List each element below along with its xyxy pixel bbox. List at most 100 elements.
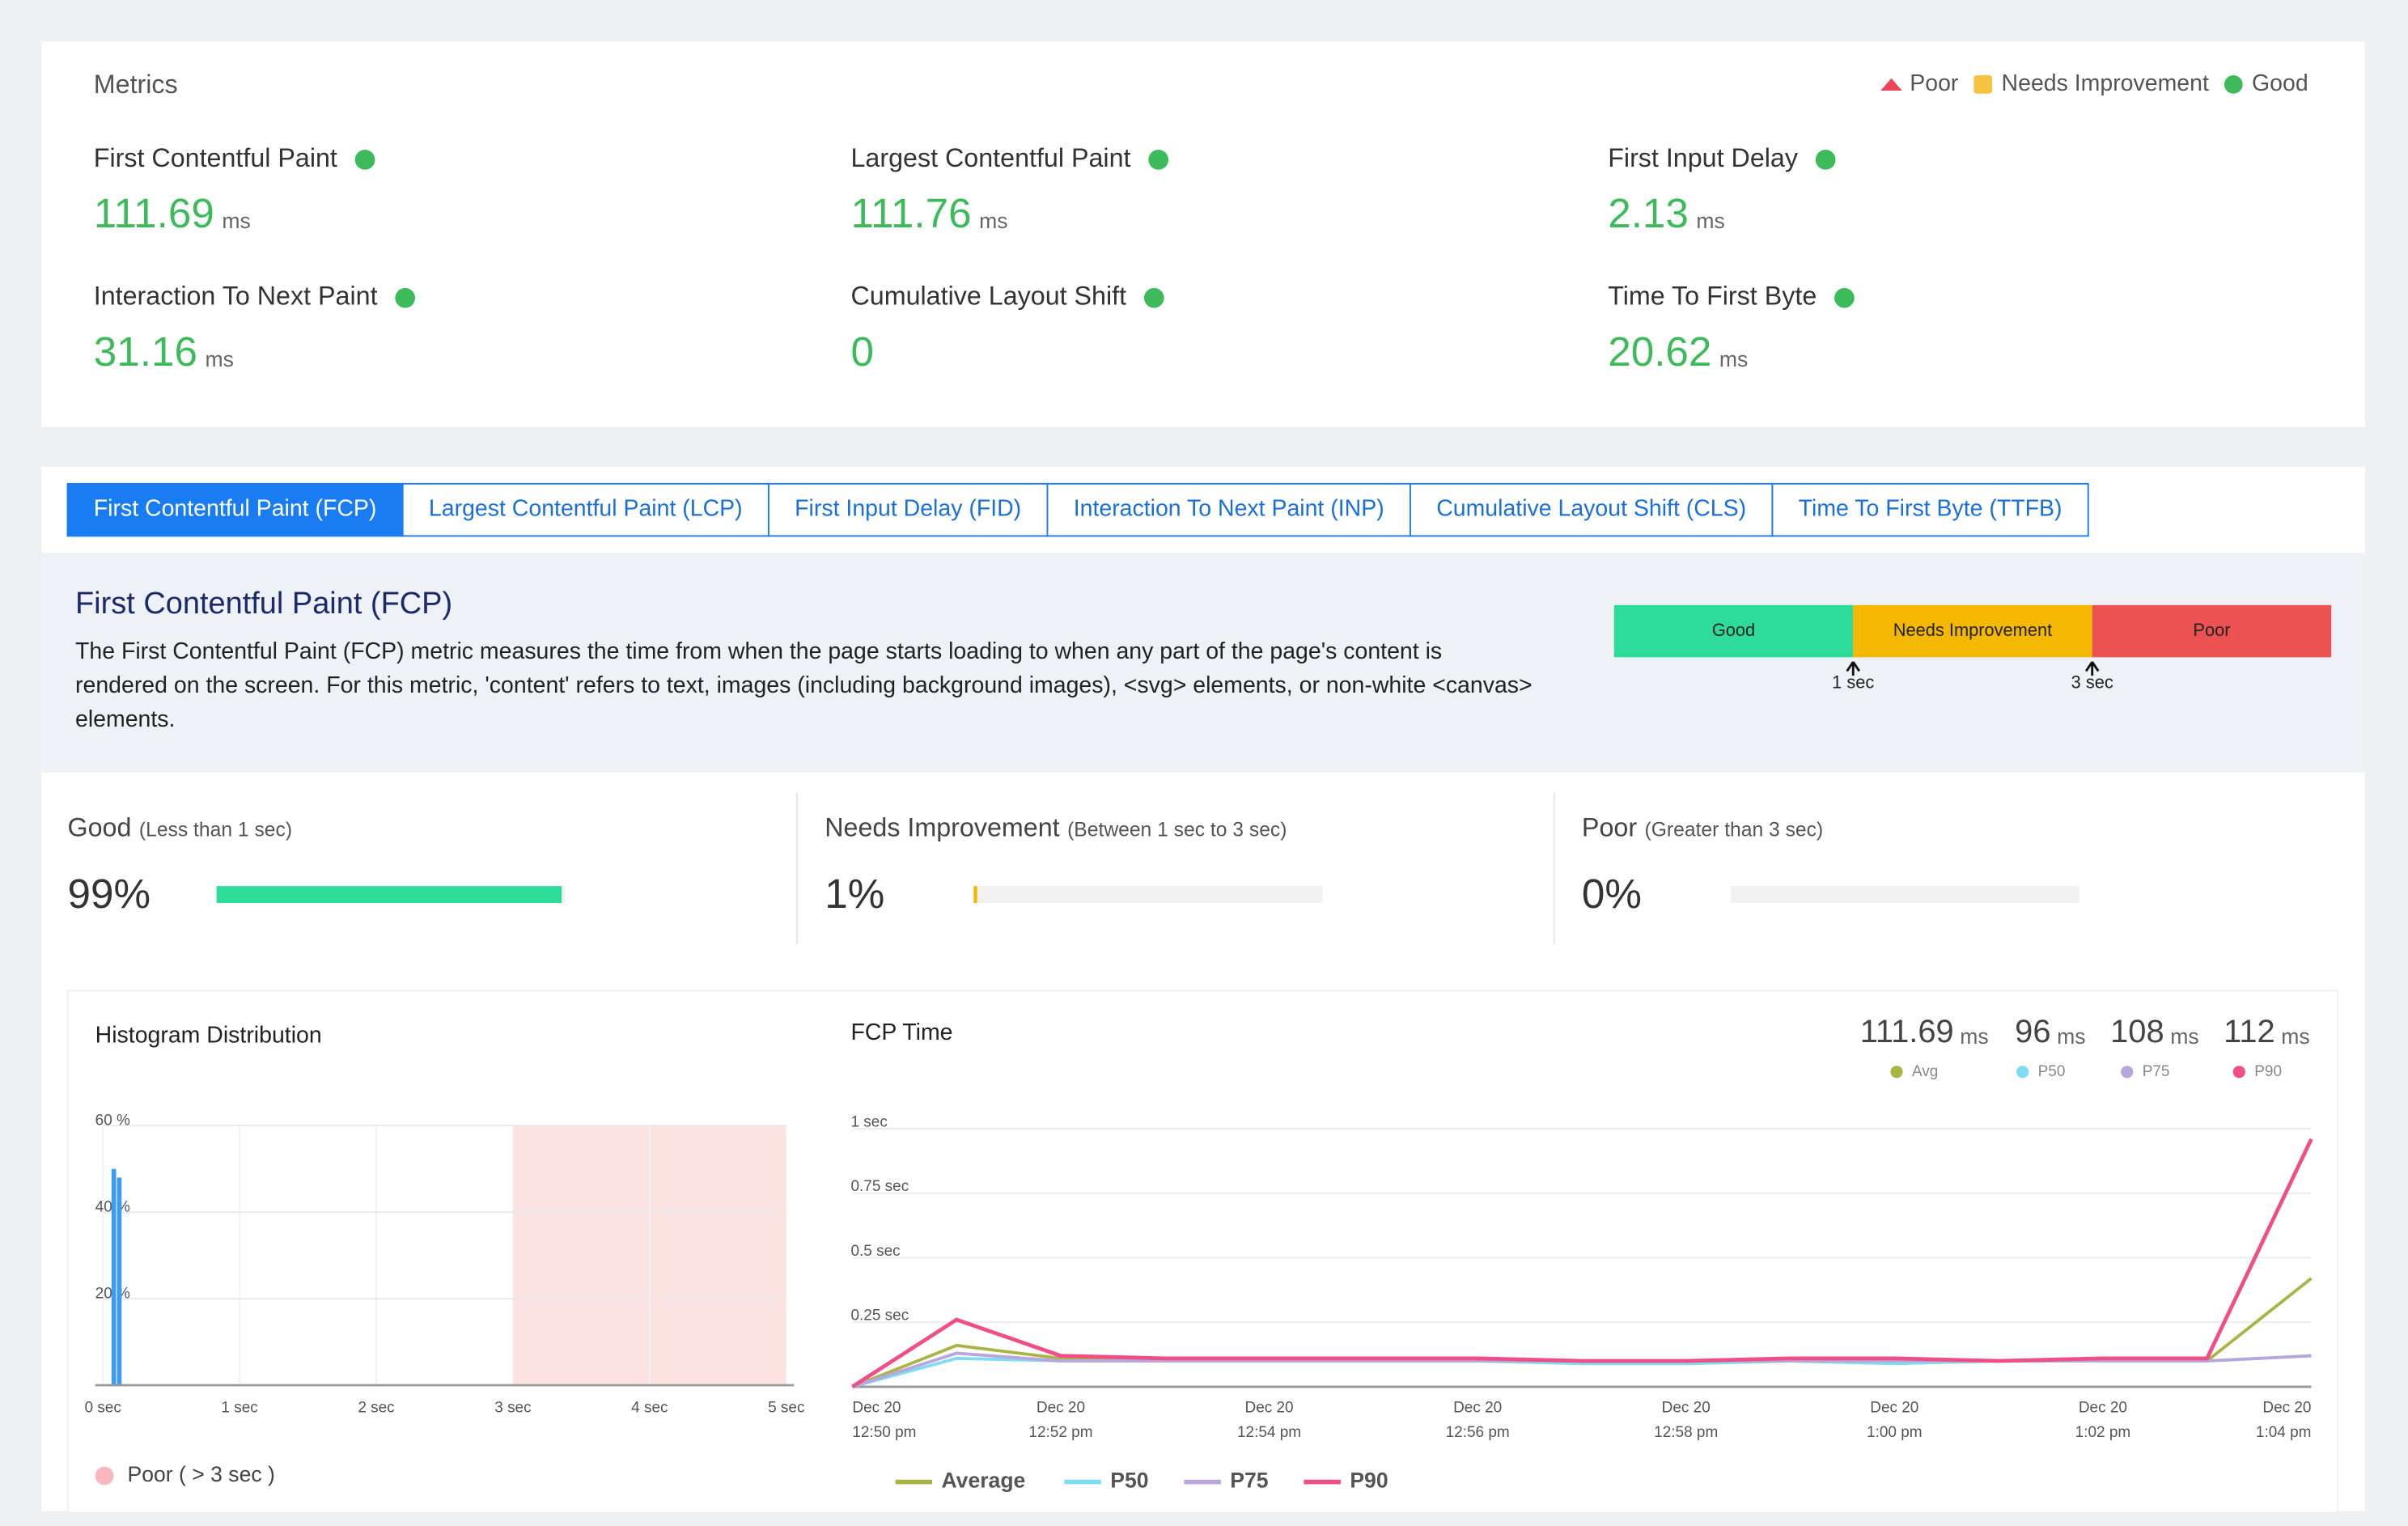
status-dot (395, 287, 416, 308)
x-tick-label: Dec 20 (1037, 1399, 1085, 1416)
stat-value: 111.69 (1860, 1014, 1954, 1049)
metric-unit: ms (1719, 347, 1748, 371)
stat-dot (2016, 1066, 2029, 1079)
metric-value: 2.13 (1608, 190, 1689, 236)
stat-unit: ms (2281, 1024, 2309, 1049)
y-tick-label: 0.25 sec (850, 1308, 909, 1325)
legend-icon (1880, 78, 1902, 91)
summary-label: Needs Improvement (825, 812, 1059, 841)
stat-dot (1890, 1066, 1903, 1079)
metric-name: First Contentful Paint (94, 143, 337, 172)
y-tick-label: 0.75 sec (850, 1178, 909, 1195)
x-tick-label: Dec 20 (1662, 1399, 1711, 1416)
scale-label: Poor (2193, 620, 2230, 640)
stat-unit: ms (2057, 1024, 2085, 1049)
stat-dot (2232, 1066, 2245, 1079)
tab-label[interactable]: Time To First Byte (TTFB) (1799, 496, 2062, 522)
summary-range: (Between 1 sec to 3 sec) (1067, 819, 1287, 841)
stat-label: P90 (2254, 1063, 2282, 1080)
metric-name: Largest Contentful Paint (850, 143, 1130, 172)
status-dot (1815, 150, 1836, 170)
metric-value: 111.76 (850, 190, 971, 236)
y-tick-label: 60 % (95, 1113, 130, 1130)
bar (117, 1177, 122, 1385)
scale-arrow (2084, 661, 2100, 676)
legend-label: P50 (1110, 1469, 1148, 1493)
metric-unit: ms (979, 209, 1007, 233)
x-tick-label: Dec 20 (1870, 1399, 1918, 1416)
series-line (851, 1138, 2313, 1388)
x-tick-label: Dec 20 (852, 1399, 901, 1416)
tab-label[interactable]: Cumulative Layout Shift (CLS) (1436, 496, 1746, 522)
tab[interactable] (1046, 482, 1411, 537)
chart-title: Histogram Distribution (95, 1023, 322, 1049)
x-tick-label: 1:00 pm (1867, 1424, 1923, 1441)
status-dot (354, 150, 375, 170)
metric-name: Time To First Byte (1608, 282, 1817, 311)
summary-percent: 99% (68, 871, 151, 917)
x-tick-label: 1:02 pm (2075, 1424, 2131, 1441)
legend-icon (1973, 75, 1993, 94)
stat-label: P75 (2143, 1063, 2170, 1080)
legend-label: Poor ( > 3 sec ) (128, 1462, 275, 1486)
x-tick-label: Dec 20 (1245, 1399, 1294, 1416)
tab-label[interactable]: Interaction To Next Paint (INP) (1074, 496, 1384, 522)
x-tick-label: Dec 20 (1453, 1399, 1502, 1416)
metrics-title: Metrics (94, 70, 178, 99)
legend-label: P75 (1230, 1469, 1268, 1493)
summary-range: (Greater than 3 sec) (1645, 819, 1824, 841)
x-tick-label: 12:52 pm (1028, 1424, 1092, 1441)
x-tick-label: 2 sec (358, 1399, 394, 1416)
metric-value: 20.62 (1608, 329, 1711, 375)
status-dot (1834, 287, 1855, 308)
x-tick-label: 4 sec (631, 1399, 668, 1416)
tab-label[interactable]: First Contentful Paint (FCP) (94, 496, 377, 522)
stat-dot (2121, 1066, 2134, 1079)
x-tick-label: Dec 20 (2079, 1399, 2127, 1416)
metric-value: 0 (850, 329, 874, 375)
metric-value: 31.16 (94, 329, 197, 375)
x-tick-label: 5 sec (768, 1399, 804, 1416)
tab[interactable] (1771, 482, 2089, 537)
summary-track (1731, 886, 2079, 904)
chart-panel (66, 990, 2338, 1514)
stat-value: 96 (2015, 1014, 2050, 1049)
detail-title: First Contentful Paint (FCP) (75, 587, 452, 621)
stat-unit: ms (2170, 1024, 2198, 1049)
metric-name: First Input Delay (1608, 143, 1799, 172)
metric-unit: ms (205, 347, 233, 371)
bar (111, 1168, 117, 1385)
tab-label[interactable]: First Input Delay (FID) (795, 496, 1021, 522)
x-tick-label: 12:54 pm (1237, 1424, 1301, 1441)
tab[interactable] (767, 482, 1049, 537)
scale-marker: 1 sec (1832, 672, 1874, 692)
summary-range: (Less than 1 sec) (139, 819, 292, 841)
summary-bar (216, 886, 562, 904)
x-tick-label: 12:50 pm (852, 1424, 916, 1441)
metric-name: Interaction To Next Paint (94, 282, 378, 311)
detail-panel (41, 553, 2365, 773)
x-tick-label: 12:56 pm (1446, 1424, 1510, 1441)
tab-label[interactable]: Largest Contentful Paint (LCP) (429, 496, 743, 522)
legend-icon (95, 1466, 114, 1486)
x-tick-label: 12:58 pm (1654, 1424, 1718, 1441)
detail-description: The First Contentful Paint (FCP) metric … (75, 638, 1533, 733)
summary-percent: 1% (825, 871, 884, 917)
metrics-card (41, 41, 2365, 427)
scale-marker: 3 sec (2071, 672, 2113, 692)
tab[interactable] (1410, 482, 1774, 537)
status-dot (1148, 150, 1169, 170)
metric-value: 111.69 (94, 190, 214, 236)
tab[interactable] (401, 482, 769, 537)
legend-label: Average (941, 1469, 1025, 1493)
legend-label: Poor (1910, 70, 1958, 96)
stat-unit: ms (1960, 1024, 1988, 1049)
legend-icon (2224, 75, 2243, 94)
y-tick-label: 0.5 sec (850, 1243, 900, 1260)
status-dot (1143, 287, 1164, 308)
summary-label: Poor (1582, 812, 1637, 841)
y-tick-label: 1 sec (850, 1113, 887, 1130)
